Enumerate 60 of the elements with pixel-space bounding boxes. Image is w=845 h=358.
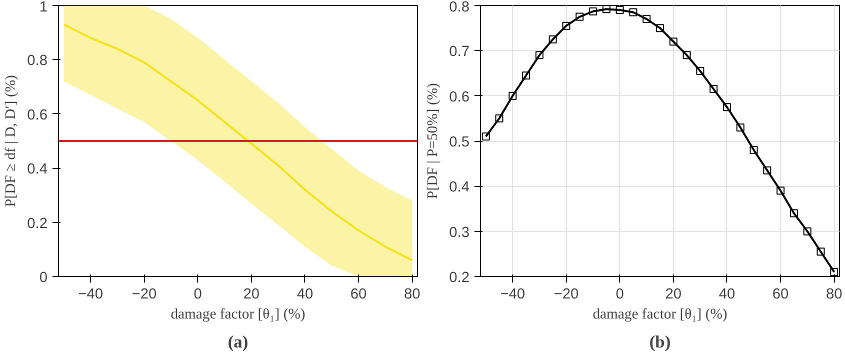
y-tick-label: 0.2 bbox=[449, 270, 470, 286]
text: (a) bbox=[228, 332, 248, 352]
point bbox=[616, 6, 624, 14]
y-tick-label: 1 bbox=[39, 0, 48, 16]
x-tick-label: −40 bbox=[500, 286, 526, 302]
x-tick-label: 80 bbox=[404, 286, 420, 302]
point bbox=[656, 24, 664, 32]
point bbox=[629, 8, 638, 16]
y-axis-title: P[DF ≥ df | D, D′] (%) bbox=[3, 74, 20, 207]
x-tick-label: 20 bbox=[665, 286, 682, 302]
point bbox=[830, 268, 838, 276]
point bbox=[763, 166, 772, 174]
x-axis-title: damage factor [θ₁] (%) bbox=[170, 306, 306, 322]
y-tick-label: 0.3 bbox=[449, 224, 470, 241]
point bbox=[589, 7, 598, 16]
x-tick-label: −40 bbox=[78, 286, 104, 302]
point bbox=[736, 123, 744, 132]
y-tick-label: 0.6 bbox=[27, 107, 48, 124]
point bbox=[722, 103, 731, 112]
y-tick-label: 0.5 bbox=[449, 134, 470, 150]
point bbox=[482, 132, 490, 140]
y-tick-label: 0.8 bbox=[449, 0, 470, 16]
point bbox=[790, 209, 798, 218]
point bbox=[776, 186, 785, 195]
point bbox=[562, 22, 570, 30]
x-axis-title: damage factor [θ₁] (%) bbox=[592, 306, 728, 322]
point bbox=[682, 51, 691, 60]
y-tick-label: 0 bbox=[39, 270, 48, 286]
x-tick-label: 0 bbox=[616, 286, 624, 302]
point bbox=[642, 15, 651, 24]
y-tick-label: 0.4 bbox=[27, 162, 48, 178]
x-tick-label: −20 bbox=[132, 286, 157, 302]
y-tick-label: 0.8 bbox=[27, 53, 48, 70]
text: (b) bbox=[649, 332, 671, 352]
y-tick-label: 0.4 bbox=[449, 180, 470, 196]
point bbox=[803, 227, 812, 236]
point bbox=[508, 92, 517, 100]
x-tick-label: 60 bbox=[772, 286, 789, 302]
x-tick-label: 0 bbox=[194, 286, 202, 302]
x-tick-label: 40 bbox=[296, 286, 314, 302]
x-tick-label: 60 bbox=[350, 286, 367, 302]
point bbox=[696, 66, 704, 75]
point bbox=[602, 6, 610, 14]
point bbox=[750, 146, 758, 154]
point bbox=[495, 114, 504, 122]
x-tick-label: 40 bbox=[718, 286, 736, 302]
y-tick-label: 0.7 bbox=[449, 44, 470, 60]
x-tick-label: 80 bbox=[826, 286, 842, 302]
y-tick-label: 0.2 bbox=[27, 216, 48, 232]
point bbox=[535, 51, 544, 60]
point bbox=[576, 12, 584, 21]
x-tick-label: 20 bbox=[243, 286, 260, 302]
point bbox=[548, 35, 557, 44]
y-axis-title: P[DF | P=50%] (%) bbox=[425, 82, 442, 199]
x-tick-label: −20 bbox=[554, 286, 579, 302]
point bbox=[710, 85, 718, 94]
point bbox=[816, 248, 825, 256]
y-tick-label: 0.6 bbox=[449, 89, 470, 106]
point bbox=[669, 38, 678, 46]
point bbox=[522, 72, 530, 80]
